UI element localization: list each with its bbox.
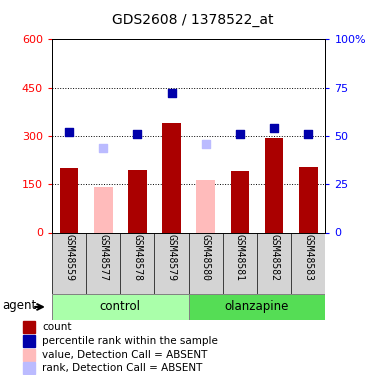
Bar [94, 188, 113, 232]
Point [169, 90, 175, 96]
Point [134, 131, 141, 137]
Bar [128, 170, 147, 232]
FancyBboxPatch shape [189, 294, 325, 320]
Text: GDS2608 / 1378522_at: GDS2608 / 1378522_at [112, 13, 273, 27]
Bar [299, 166, 318, 232]
Point [271, 125, 277, 131]
Text: GSM48559: GSM48559 [64, 234, 74, 281]
Text: agent: agent [3, 299, 37, 312]
Text: olanzapine: olanzapine [225, 300, 289, 313]
Text: GSM48580: GSM48580 [201, 234, 211, 281]
Bar [23, 335, 35, 347]
Point [100, 144, 106, 150]
Text: GSM48579: GSM48579 [167, 234, 177, 281]
Bar [196, 180, 215, 232]
Point [203, 141, 209, 147]
Text: GSM48581: GSM48581 [235, 234, 245, 281]
Text: GSM48582: GSM48582 [269, 234, 279, 281]
Bar [60, 168, 79, 232]
Bar [264, 138, 283, 232]
Bar [23, 349, 35, 361]
Point [237, 131, 243, 137]
FancyBboxPatch shape [52, 294, 189, 320]
Bar [231, 171, 249, 232]
Text: GSM48578: GSM48578 [132, 234, 142, 281]
Point [305, 131, 311, 137]
Text: rank, Detection Call = ABSENT: rank, Detection Call = ABSENT [42, 363, 203, 373]
Text: percentile rank within the sample: percentile rank within the sample [42, 336, 218, 346]
Text: value, Detection Call = ABSENT: value, Detection Call = ABSENT [42, 350, 208, 360]
Text: control: control [100, 300, 141, 313]
Text: count: count [42, 322, 72, 332]
Bar [23, 362, 35, 374]
Bar [23, 321, 35, 333]
Text: GSM48583: GSM48583 [303, 234, 313, 281]
Text: GSM48577: GSM48577 [98, 234, 108, 281]
Point [66, 129, 72, 135]
Bar [162, 123, 181, 232]
